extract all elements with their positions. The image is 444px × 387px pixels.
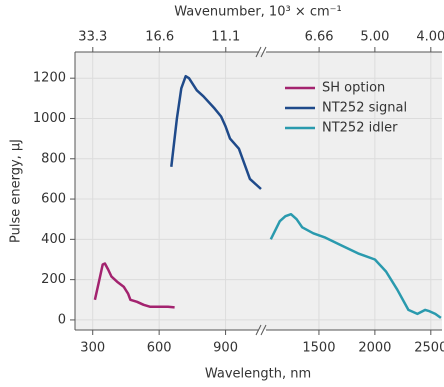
axis-break bbox=[260, 46, 267, 58]
x-tick-label: 2000 bbox=[358, 341, 391, 356]
legend-label: NT252 signal bbox=[322, 101, 407, 116]
x2-axis-title: Wavenumber, 10³ × cm⁻¹ bbox=[174, 5, 341, 20]
y-tick-label: 400 bbox=[41, 232, 66, 247]
y-tick-label: 0 bbox=[58, 312, 66, 327]
y-tick-label: 200 bbox=[41, 272, 66, 287]
x2-tick-label: 11.1 bbox=[211, 30, 240, 45]
y-tick-label: 1200 bbox=[33, 71, 66, 86]
x-axis-title: Wavelength, nm bbox=[205, 367, 311, 382]
x2-tick-label: 6.66 bbox=[305, 30, 334, 45]
legend-label: NT252 idler bbox=[322, 121, 398, 136]
data-line bbox=[93, 262, 175, 309]
data-line bbox=[269, 212, 442, 319]
data-line bbox=[170, 74, 262, 190]
x-tick-label: 600 bbox=[147, 341, 172, 356]
plot-area bbox=[75, 52, 442, 330]
axis-break bbox=[255, 46, 262, 58]
x-tick-label: 900 bbox=[213, 341, 238, 356]
axis-break bbox=[260, 324, 267, 336]
x-tick-label: 1500 bbox=[302, 341, 335, 356]
x2-tick-label: 16.6 bbox=[145, 30, 174, 45]
x2-tick-label: 4.00 bbox=[416, 30, 444, 45]
y-tick-label: 800 bbox=[41, 151, 66, 166]
y-tick-label: 600 bbox=[41, 192, 66, 207]
y-axis-title: Pulse energy, µJ bbox=[9, 139, 24, 243]
x-tick-label: 2500 bbox=[414, 341, 444, 356]
axis-break bbox=[255, 324, 262, 336]
y-tick-label: 1000 bbox=[33, 111, 66, 126]
x-tick-label: 300 bbox=[80, 341, 105, 356]
x2-tick-label: 5.00 bbox=[360, 30, 389, 45]
x2-tick-label: 33.3 bbox=[78, 30, 107, 45]
legend-label: SH option bbox=[322, 81, 385, 96]
